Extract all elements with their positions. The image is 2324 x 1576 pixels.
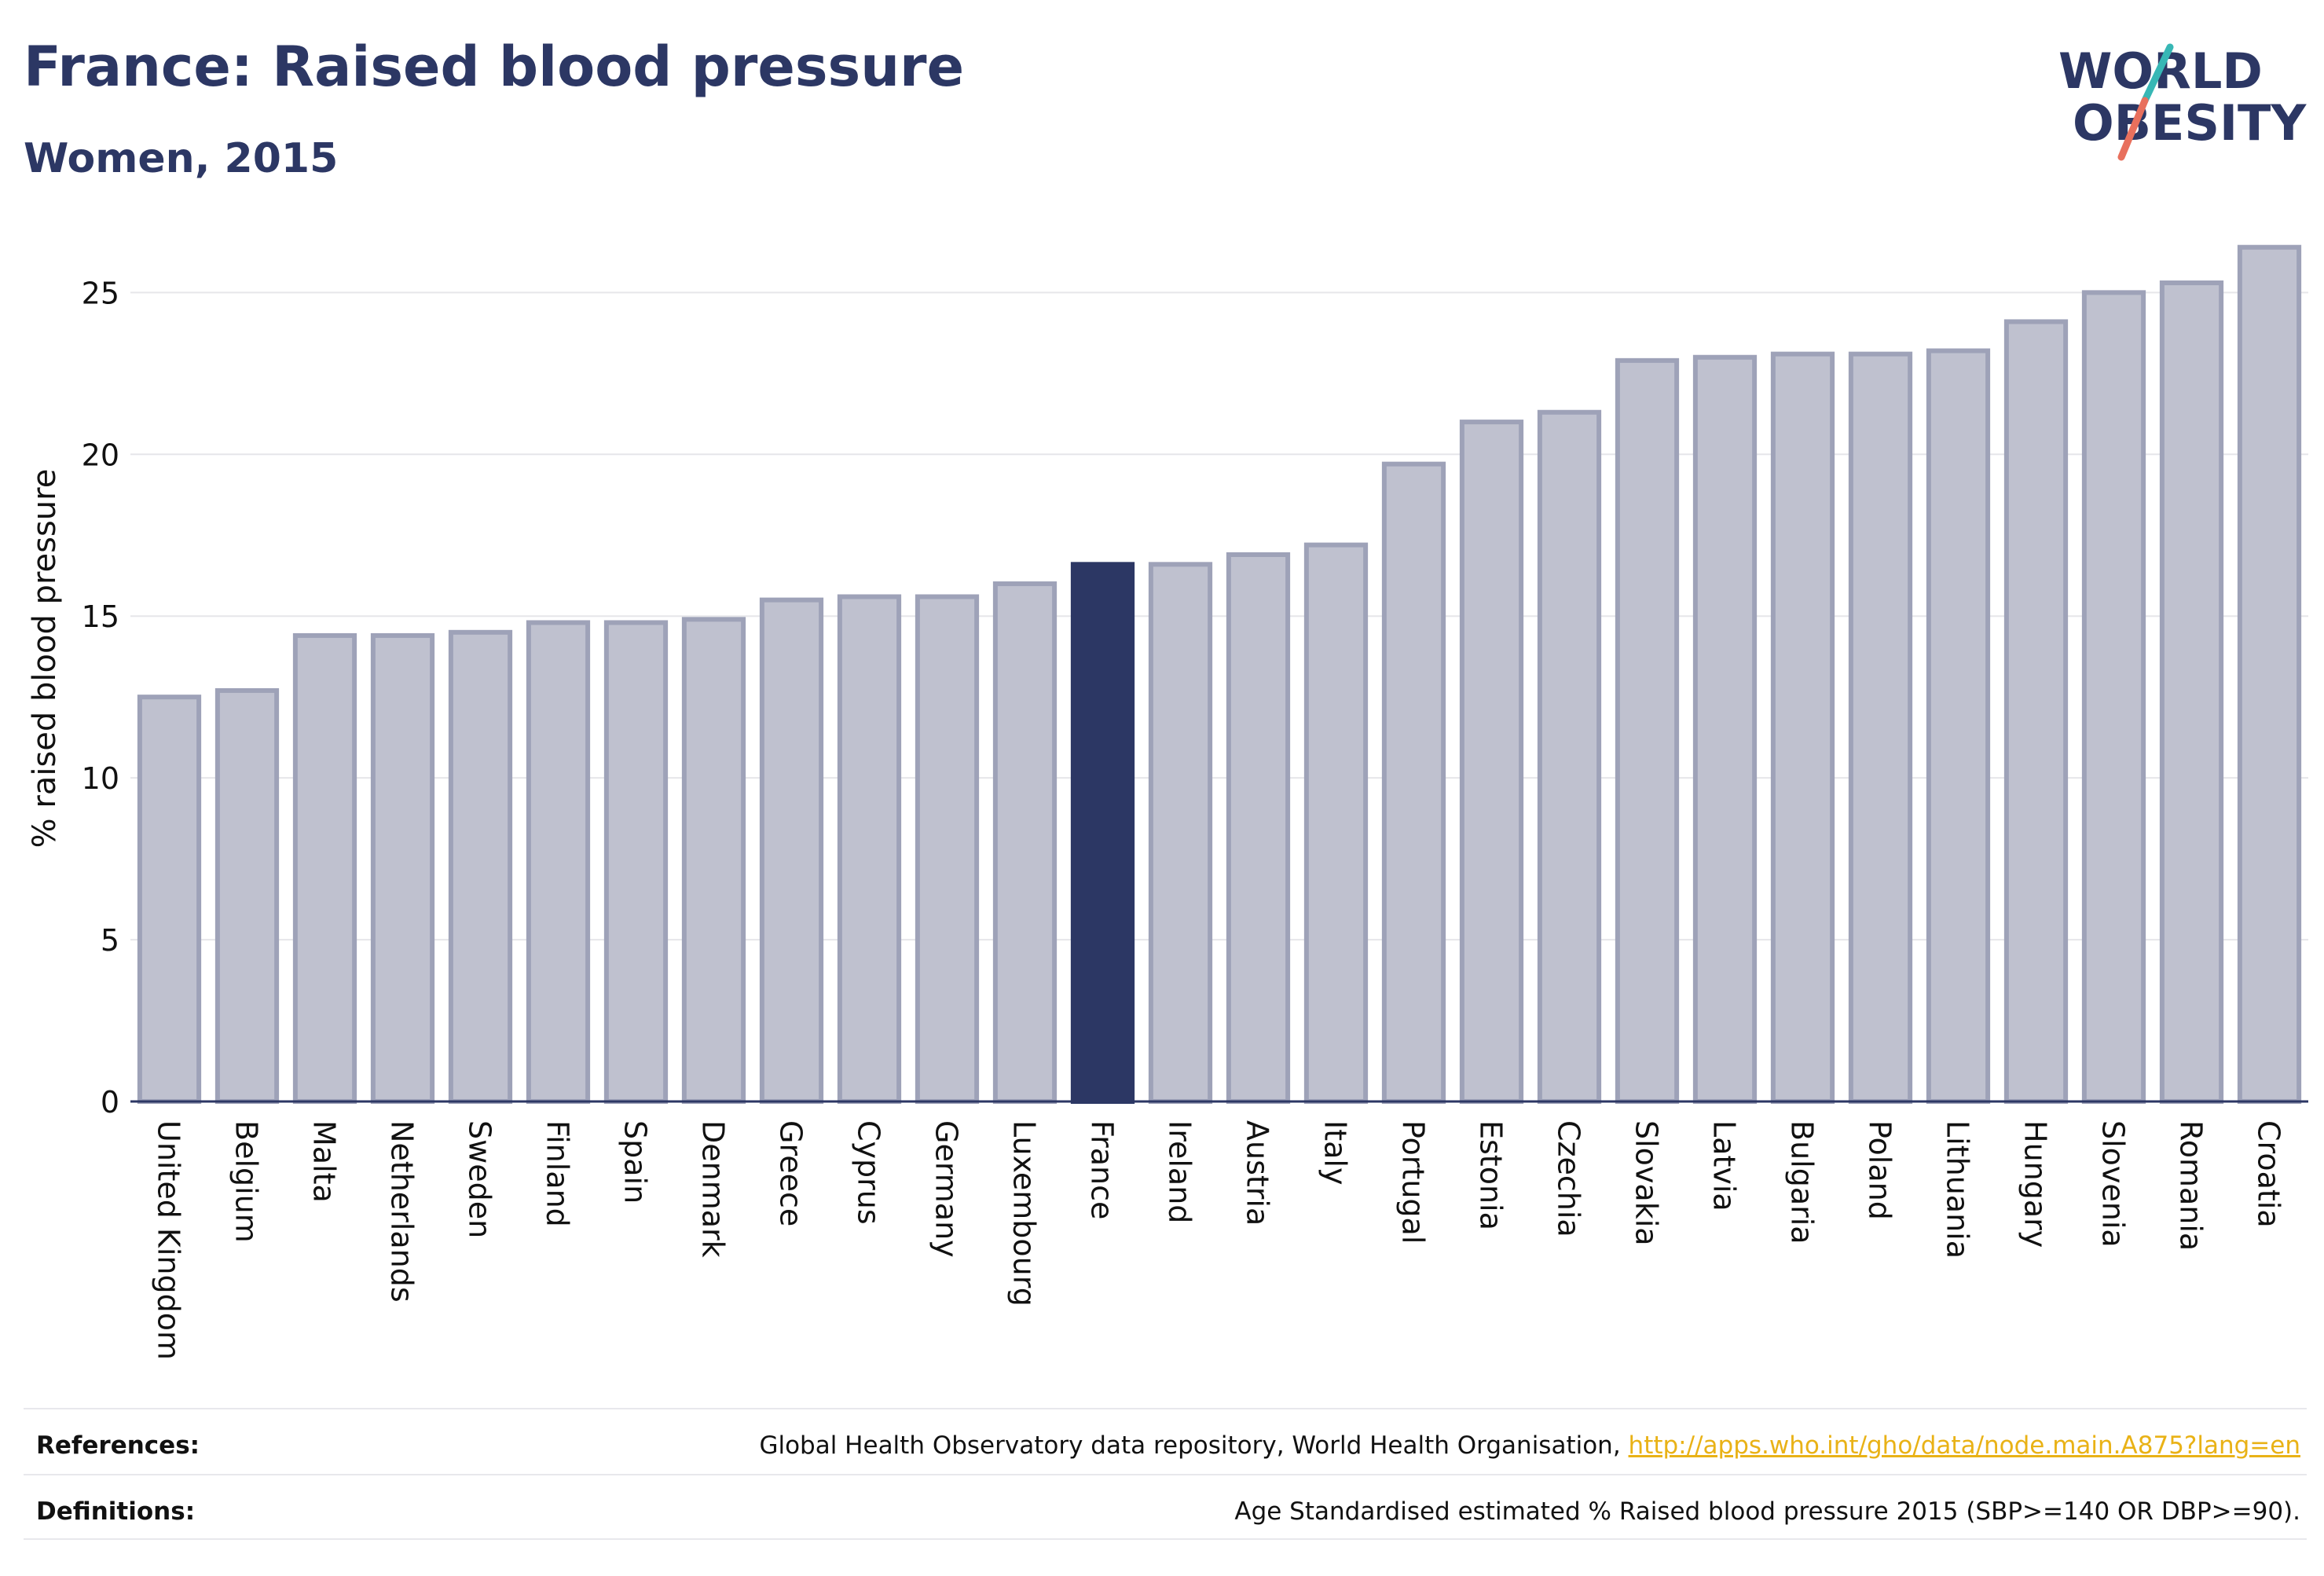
bar-romania — [2159, 280, 2224, 1105]
x-tick-label: Malta — [307, 1120, 342, 1203]
x-tick-label: Slovenia — [2096, 1120, 2131, 1248]
bar-greece — [759, 597, 824, 1104]
bar-france — [1070, 562, 1135, 1104]
y-tick-label: 10 — [82, 761, 119, 796]
x-tick-label: Finland — [541, 1120, 575, 1227]
x-tick-label: Czechia — [1552, 1120, 1586, 1237]
bar-malta — [292, 632, 357, 1104]
bar-hungary — [2003, 319, 2069, 1105]
x-tick-label: Cyprus — [852, 1120, 886, 1225]
bar-slovenia — [2081, 290, 2146, 1104]
x-tick-label: Netherlands — [385, 1120, 420, 1303]
footer-divider-bottom — [24, 1538, 2307, 1540]
bar-lithuania — [1926, 348, 1991, 1104]
chart-title: France: Raised blood pressure — [24, 35, 965, 99]
references-label: References: — [36, 1431, 200, 1460]
logo-slash-coral — [2117, 97, 2149, 161]
x-tick-label: France — [1085, 1120, 1120, 1219]
logo-line2: OBESITY — [2073, 94, 2307, 152]
bar-spain — [603, 620, 669, 1104]
x-tick-label: Austria — [1241, 1120, 1275, 1226]
references-text: Global Health Observatory data repositor… — [759, 1431, 2300, 1460]
bar-estonia — [1459, 420, 1524, 1104]
y-tick-label: 20 — [82, 438, 119, 472]
x-tick-label: Slovakia — [1629, 1120, 1664, 1246]
x-tick-label: Denmark — [696, 1120, 731, 1258]
chart-subtitle: Women, 2015 — [24, 135, 339, 182]
x-axis: United Kingdom Belgium Malta Netherlands Swe… — [130, 1100, 2308, 1360]
bar-luxembourg — [992, 581, 1058, 1104]
x-tick-label: Luxembourg — [1007, 1120, 1042, 1307]
bars — [137, 244, 2302, 1105]
bar-sweden — [448, 629, 513, 1104]
y-axis: 0 5 10 15 20 25 — [82, 276, 119, 1120]
x-tick-label: Spain — [618, 1120, 653, 1204]
bar-denmark — [681, 617, 746, 1104]
x-tick-label: Ireland — [1163, 1120, 1197, 1223]
x-tick-label: Belgium — [229, 1120, 264, 1243]
y-tick-label: 5 — [101, 923, 119, 958]
bar-bulgaria — [1770, 351, 1835, 1105]
x-tick-label: Germany — [929, 1120, 964, 1258]
x-tick-label: Poland — [1863, 1120, 1897, 1220]
x-tick-label: Hungary — [2018, 1120, 2053, 1248]
x-tick-label: Latvia — [1707, 1120, 1742, 1211]
bar-chart: 0 5 10 15 20 25 United Kingdom Belgium Malta Net… — [27, 244, 2308, 1360]
x-tick-label: Bulgaria — [1785, 1120, 1820, 1244]
references-source: Global Health Observatory data repositor… — [759, 1431, 1621, 1460]
bar-latvia — [1692, 354, 1758, 1105]
bar-poland — [1848, 351, 1913, 1105]
bar-portugal — [1381, 461, 1446, 1104]
bar-finland — [526, 620, 591, 1104]
x-tick-label: Romania — [2174, 1120, 2209, 1251]
bar-czechia — [1537, 409, 1602, 1104]
definitions-label: Definitions: — [36, 1497, 196, 1526]
definitions-text: Age Standardised estimated % Raised bloo… — [1234, 1497, 2300, 1526]
bar-slovakia — [1615, 357, 1680, 1104]
bar-croatia — [2237, 244, 2302, 1105]
footer-divider-middle — [24, 1474, 2307, 1475]
x-tick-label: Greece — [774, 1120, 808, 1226]
bar-austria — [1226, 552, 1291, 1104]
footer-divider-top — [24, 1408, 2307, 1409]
x-tick-label: United Kingdom — [152, 1120, 186, 1360]
world-obesity-logo: WORLD OBESITY — [2058, 42, 2307, 161]
x-tick-label: Croatia — [2252, 1120, 2286, 1228]
bar-italy — [1303, 542, 1369, 1104]
y-tick-label: 0 — [101, 1085, 119, 1120]
bar-cyprus — [837, 594, 902, 1104]
bar-ireland — [1148, 562, 1213, 1104]
y-axis-label: % raised blood pressure — [27, 469, 63, 848]
y-tick-label: 15 — [82, 599, 119, 634]
x-tick-label: Sweden — [463, 1120, 497, 1238]
references-link[interactable]: http://apps.who.int/gho/data/node.main.A… — [1628, 1431, 2300, 1460]
x-tick-label: Lithuania — [1941, 1120, 1975, 1259]
x-tick-label: Portugal — [1396, 1120, 1431, 1244]
y-tick-label: 25 — [82, 276, 119, 310]
x-tick-label: Italy — [1318, 1120, 1353, 1185]
logo-slash-teal — [2141, 43, 2174, 104]
bar-germany — [915, 594, 980, 1104]
bar-united-kingdom — [137, 695, 202, 1104]
x-tick-label: Estonia — [1474, 1120, 1508, 1230]
bar-belgium — [214, 687, 280, 1104]
bar-netherlands — [370, 632, 435, 1104]
